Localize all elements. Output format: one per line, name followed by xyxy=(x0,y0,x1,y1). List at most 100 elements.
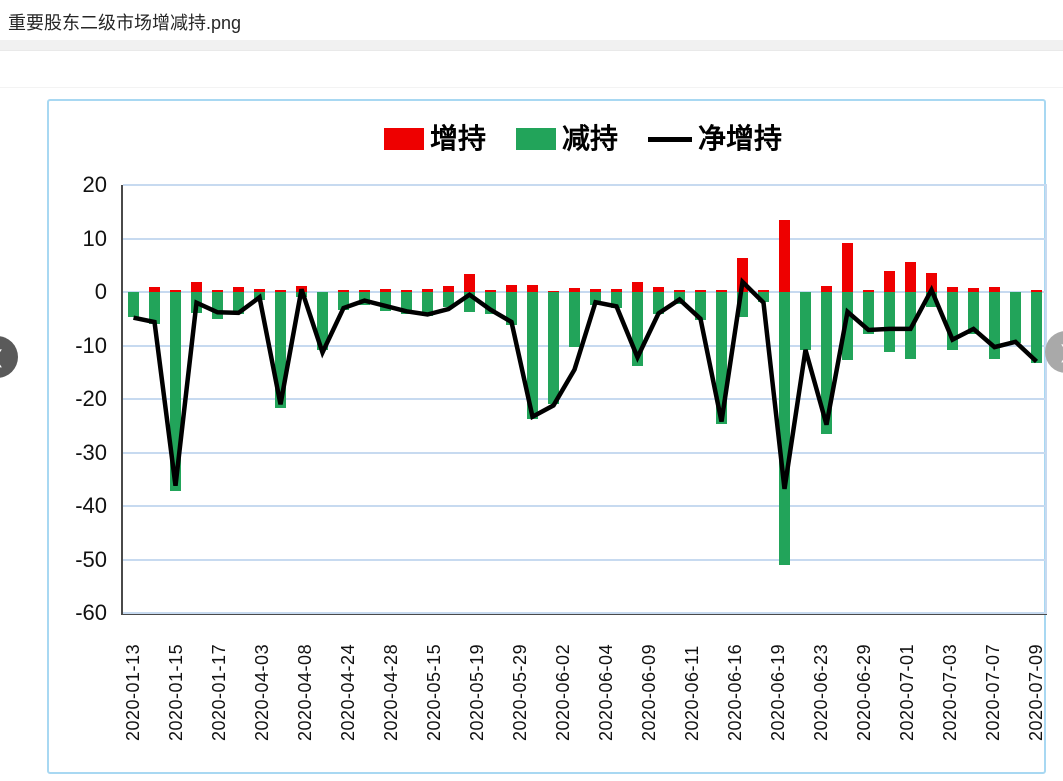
decrease-bar xyxy=(758,292,769,303)
increase-bar xyxy=(989,287,1000,292)
x-tick-label: 2020-01-17 xyxy=(208,643,229,741)
decrease-bar xyxy=(779,292,790,565)
increase-bar xyxy=(338,289,349,292)
increase-bar xyxy=(233,287,244,292)
decrease-bar xyxy=(464,292,475,312)
increase-bar xyxy=(926,272,937,292)
decrease-bar xyxy=(422,292,433,317)
legend-label: 增持 xyxy=(429,123,486,154)
previous-image-button[interactable]: ❮ xyxy=(0,336,18,378)
decrease-bar xyxy=(443,292,454,307)
chart-legend: 增持 减持 净增持 xyxy=(121,117,1045,161)
x-tick-label: 2020-07-03 xyxy=(939,643,960,741)
increase-bar xyxy=(758,289,769,292)
x-tick-label: 2020-01-13 xyxy=(122,643,143,741)
x-tick-label: 2020-07-09 xyxy=(1025,643,1046,741)
decrease-bar xyxy=(695,292,706,320)
net-line-chart xyxy=(133,277,1039,490)
gridline xyxy=(123,451,1047,454)
increase-bar xyxy=(695,290,706,292)
decrease-bar xyxy=(611,292,622,308)
decrease-bar xyxy=(884,292,895,353)
legend-item-increase: 增持 xyxy=(383,123,486,154)
y-tick-label: 20 xyxy=(82,172,107,197)
header-divider-strip xyxy=(0,40,1063,51)
increase-bar xyxy=(548,290,559,292)
x-tick-label: 2020-05-15 xyxy=(423,643,444,741)
decrease-bar xyxy=(632,292,643,366)
file-name: 重要股东二级市场增减持.png xyxy=(8,13,242,33)
plot-right-frame xyxy=(1045,185,1047,613)
title-bar: 重要股东二级市场增减持.png xyxy=(0,0,1063,40)
decrease-bar xyxy=(380,292,391,311)
increase-bar xyxy=(443,285,454,292)
increase-bar xyxy=(149,287,160,292)
gridline xyxy=(123,505,1047,507)
x-tick-label: 2020-06-02 xyxy=(552,643,573,741)
decrease-bar xyxy=(590,292,601,305)
bars-layer xyxy=(123,185,1047,613)
gridline xyxy=(123,237,1047,240)
increase-bar xyxy=(527,285,538,292)
increase-bar xyxy=(422,288,433,292)
decrease-bar xyxy=(842,292,853,361)
increase-bar xyxy=(674,290,685,292)
increase-bar xyxy=(905,262,916,292)
y-tick-label: -30 xyxy=(75,439,107,465)
y-tick-label: 0 xyxy=(94,279,107,304)
chevron-right-icon: ❯ xyxy=(1058,342,1063,363)
increase-bar xyxy=(779,219,790,292)
increase-bar xyxy=(1031,290,1042,292)
decrease-bar xyxy=(569,292,580,348)
y-tick-label: -60 xyxy=(75,600,107,625)
x-tick-label: 2020-05-29 xyxy=(509,643,530,741)
x-tick-label: 2020-04-03 xyxy=(251,643,272,741)
net-line-swatch xyxy=(648,136,692,142)
decrease-bar xyxy=(149,292,160,324)
legend-item-decrease: 减持 xyxy=(515,125,618,153)
increase-swatch xyxy=(383,128,424,150)
x-tick-label: 2020-06-29 xyxy=(853,643,874,741)
decrease-bar xyxy=(212,292,223,319)
increase-bar xyxy=(359,290,370,292)
decrease-bar xyxy=(275,292,286,408)
next-image-button[interactable]: ❯ xyxy=(1045,331,1063,373)
gridline xyxy=(123,398,1047,400)
x-tick-label: 2020-04-28 xyxy=(380,643,401,741)
increase-bar xyxy=(947,287,958,292)
chart-panel: 增持 减持 净增持 20 10 0 -10 -20 -30 -40 -50 -60 2020-0… xyxy=(47,99,1047,774)
increase-bar xyxy=(716,289,727,292)
x-tick-label: 2020-06-11 xyxy=(681,645,702,741)
increase-bar xyxy=(212,289,223,292)
decrease-bar xyxy=(338,292,349,311)
increase-bar xyxy=(611,288,622,292)
decrease-bar xyxy=(821,292,832,435)
legend-label: 净增持 xyxy=(698,123,783,154)
y-tick-label: -10 xyxy=(75,332,107,358)
decrease-swatch xyxy=(515,128,556,150)
x-tick-label: 2020-06-09 xyxy=(638,643,659,741)
gridline xyxy=(123,291,1047,293)
x-tick-label: 2020-04-24 xyxy=(337,643,358,741)
increase-bar xyxy=(842,242,853,292)
x-tick-label: 2020-05-19 xyxy=(466,643,487,741)
decrease-bar xyxy=(737,292,748,317)
x-tick-label: 2020-06-23 xyxy=(810,643,831,741)
gridline xyxy=(123,344,1047,347)
increase-bar xyxy=(821,286,832,292)
increase-bar xyxy=(884,271,895,292)
increase-bar xyxy=(380,289,391,292)
decrease-bar xyxy=(800,292,811,350)
decrease-bar xyxy=(506,292,517,325)
faint-divider xyxy=(0,87,1063,88)
increase-bar xyxy=(464,273,475,292)
gridline xyxy=(123,184,1047,186)
x-tick-label: 2020-01-15 xyxy=(165,643,186,741)
decrease-bar xyxy=(989,292,1000,359)
decrease-bar xyxy=(317,292,328,351)
decrease-bar xyxy=(548,292,559,404)
y-tick-label: -50 xyxy=(75,546,107,572)
increase-bar xyxy=(254,289,265,292)
decrease-bar xyxy=(233,292,244,314)
decrease-bar xyxy=(527,292,538,420)
